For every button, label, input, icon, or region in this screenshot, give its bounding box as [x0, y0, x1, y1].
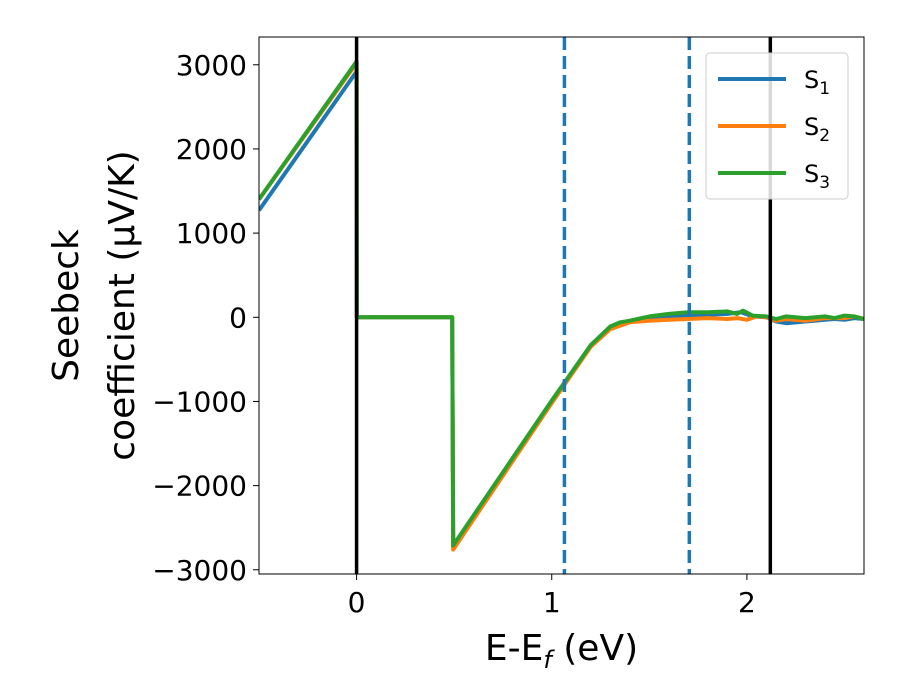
- axis-ticks: 0 1 2 3000 2000 1000 0 −1000 −2000 −3000: [152, 49, 756, 619]
- y-tick-label: −2000: [152, 470, 247, 503]
- y-tick-label: 2000: [176, 133, 247, 166]
- y-tick-label: 1000: [176, 217, 247, 250]
- y-tick-label: 0: [229, 301, 247, 334]
- y-tick-label: −3000: [152, 554, 247, 587]
- series-line-s2: [259, 61, 864, 552]
- x-tick-label: 1: [543, 586, 561, 619]
- y-tick-label: −1000: [152, 385, 247, 418]
- y-tick-label: 3000: [176, 49, 247, 82]
- y-axis-label: Seebeck coefficient (μV/K): [46, 150, 143, 460]
- x-tick-label: 2: [738, 586, 756, 619]
- plot-frame: [258, 36, 865, 575]
- series-line-s3: [259, 59, 864, 548]
- x-tick-label: 0: [348, 586, 366, 619]
- x-axis-label: E-Ef (eV): [485, 628, 638, 674]
